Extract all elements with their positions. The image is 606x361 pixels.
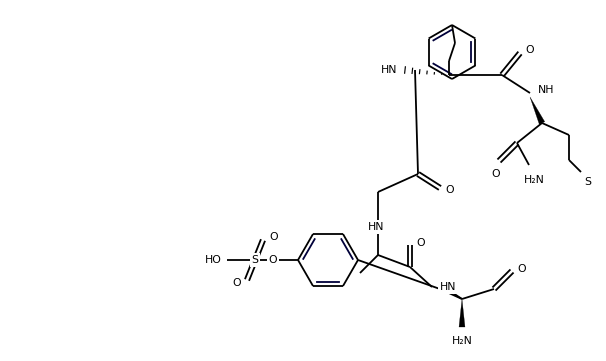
Polygon shape: [530, 97, 545, 124]
Text: H₂N: H₂N: [524, 175, 545, 185]
Text: NH: NH: [538, 85, 554, 95]
Text: O: O: [268, 255, 277, 265]
Text: O: O: [517, 264, 525, 274]
Text: HN: HN: [368, 222, 384, 232]
Text: S: S: [584, 177, 591, 187]
Text: O: O: [269, 232, 278, 242]
Polygon shape: [459, 299, 465, 327]
Text: H₂N: H₂N: [451, 336, 473, 346]
Text: HN: HN: [440, 282, 456, 292]
Text: S: S: [251, 255, 259, 265]
Text: O: O: [416, 238, 425, 248]
Text: O: O: [232, 278, 241, 288]
Text: O: O: [525, 45, 534, 55]
Text: HN: HN: [381, 65, 397, 75]
Text: O: O: [445, 185, 454, 195]
Text: O: O: [491, 169, 501, 179]
Text: HO: HO: [205, 255, 222, 265]
